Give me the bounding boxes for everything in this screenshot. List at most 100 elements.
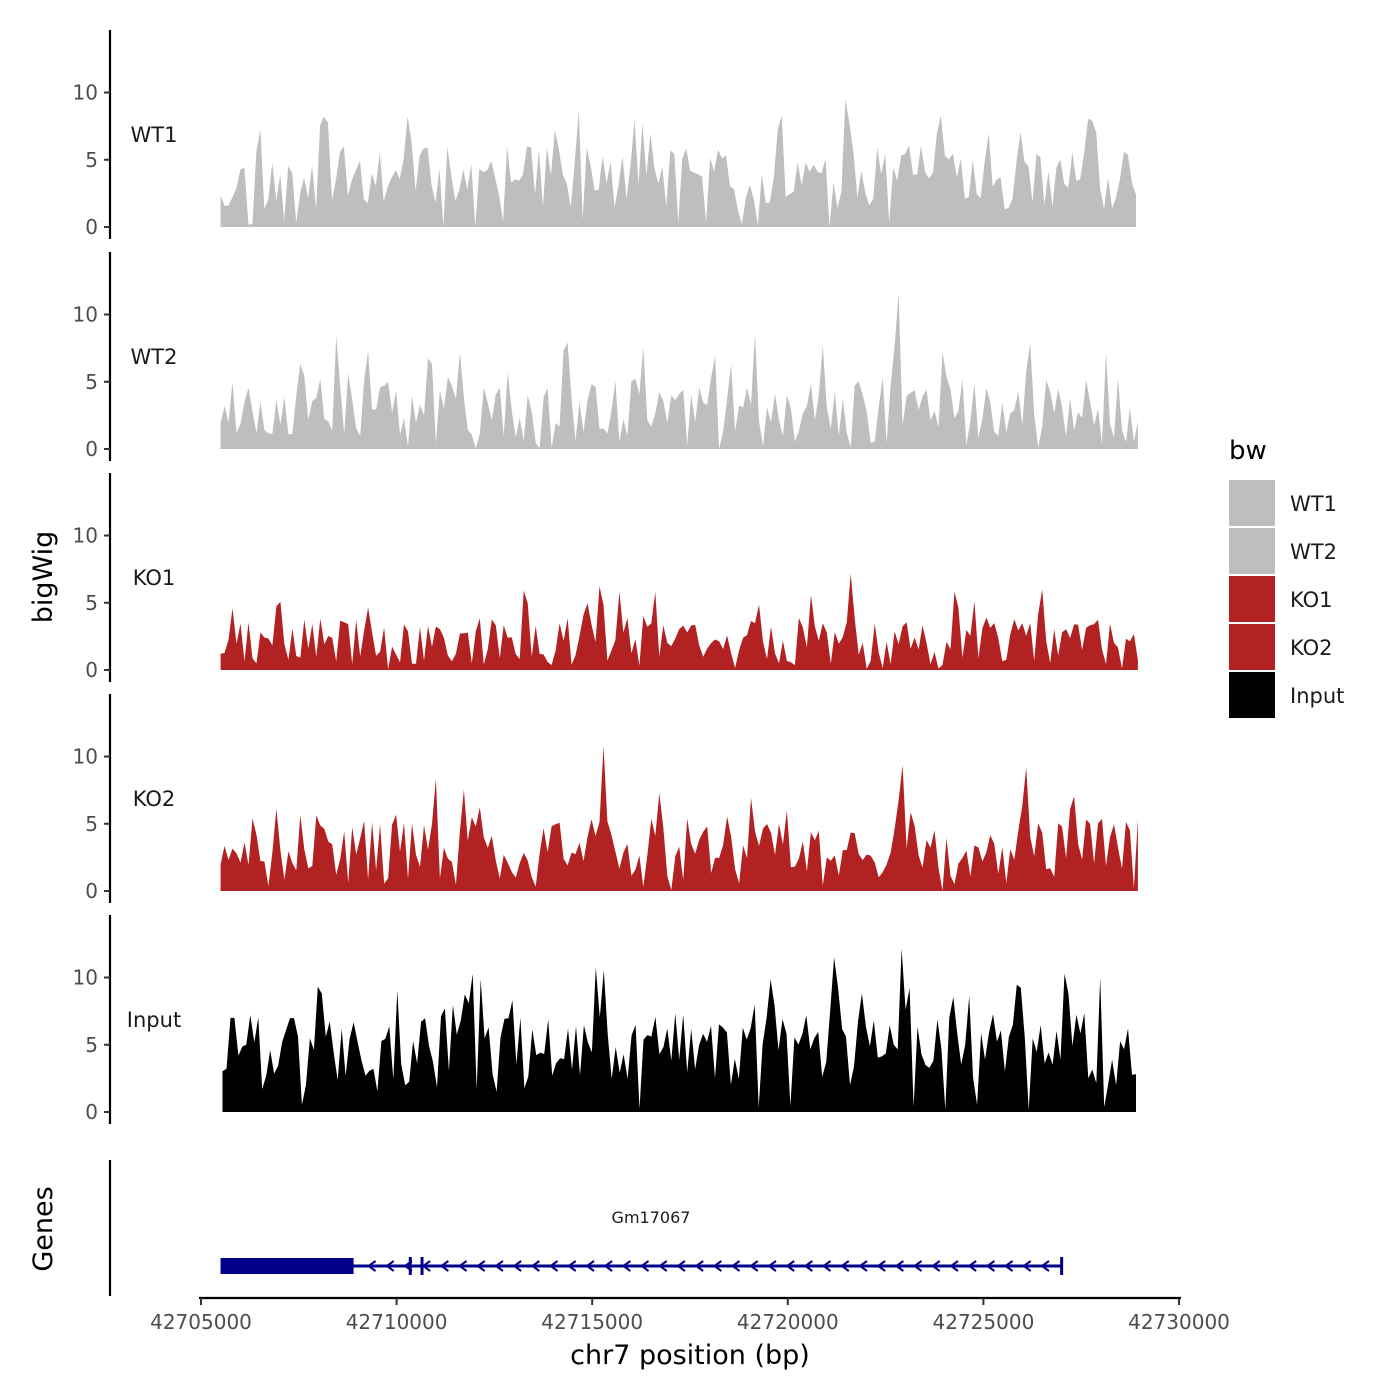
strand-arrow [803,1260,813,1272]
legend-item-wt1: WT1 [1229,480,1337,526]
strand-arrow [949,1260,959,1272]
legend-item-ko1: KO1 [1229,576,1333,622]
track-ko1: 0 5 10 KO1 [73,473,1138,682]
strand-arrow [676,1260,686,1272]
strand-arrow [585,1260,595,1272]
strand-arrow [749,1260,759,1272]
strand-arrow [694,1260,704,1272]
legend-swatch [1229,576,1275,622]
strand-arrow [912,1260,923,1272]
legend-label: WT2 [1290,540,1337,564]
track-wt2: 0 5 10 WT2 [73,252,1138,461]
strand-arrow [567,1260,577,1272]
strand-arrow [1022,1260,1032,1272]
track-label: WT1 [131,123,178,147]
y-tick-label: 10 [73,966,98,990]
y-tick-label: 10 [73,303,98,327]
coverage-area-input [222,948,1136,1112]
legend-label: WT1 [1290,492,1337,516]
x-tick-label: 42730000 [1128,1310,1230,1334]
strand-arrow [894,1260,904,1272]
strand-arrow [621,1260,631,1272]
strand-arrow [967,1260,977,1272]
coverage-area-wt2 [220,293,1138,449]
coverage-area-ko2 [220,746,1138,891]
strand-arrow [457,1260,468,1272]
y-tick-label: 5 [85,591,98,615]
legend-item-wt2: WT2 [1229,528,1337,574]
y-tick-label: 0 [85,215,98,239]
coverage-area-ko1 [220,573,1138,670]
x-tick-label: 42710000 [346,1310,448,1334]
strand-arrow [712,1260,722,1272]
track-input: 0 5 10 Input [73,915,1136,1124]
strand-arrow [548,1260,559,1272]
strand-arrow [512,1260,522,1272]
strand-arrow [1003,1260,1014,1272]
strand-arrow [385,1260,395,1272]
y-tick-label: 5 [85,812,98,836]
strand-arrow [639,1260,650,1272]
strand-arrow [439,1260,449,1272]
strand-arrow [821,1260,832,1272]
strand-arrow [366,1260,377,1272]
y-tick-label: 10 [73,745,98,769]
gene-strand-arrows [366,1260,1050,1272]
y-tick-label: 0 [85,437,98,461]
x-ticks: 42705000 42710000 42715000 42720000 42725000… [150,1298,1230,1334]
legend-swatch [1229,624,1275,670]
y-tick-label: 0 [85,879,98,903]
y-tick-label: 10 [73,524,98,548]
y-tick-label: 0 [85,1100,98,1124]
strand-arrow [603,1260,613,1272]
strand-arrow [1040,1260,1050,1272]
y-tick-label: 10 [73,81,98,105]
y-axis-title: bigWig [28,531,59,624]
strand-arrow [658,1260,668,1272]
legend-item-input: Input [1229,672,1344,718]
track-label: Input [127,1008,181,1032]
track-panels: 0 5 10 WT1 0 5 10 WT2 0 5 10 KO1 0 5 10 KO2 0 5 10 Input [73,30,1138,1124]
legend: bw WT1 WT2 KO1 KO2 Input [1229,436,1344,718]
genes-axis-title: Genes [28,1186,59,1271]
legend-title: bw [1229,436,1267,466]
y-tick-label: 5 [85,1033,98,1057]
x-axis: 42705000 42710000 42715000 42720000 42725000… [150,1296,1230,1334]
track-label: KO1 [133,566,176,590]
x-tick-label: 42705000 [150,1310,252,1334]
legend-swatch [1229,480,1275,526]
y-tick-label: 5 [85,148,98,172]
strand-arrow [767,1260,777,1272]
gene-label: Gm17067 [612,1208,691,1227]
x-tick-label: 42725000 [933,1310,1035,1334]
track-ko2: 0 5 10 KO2 [73,694,1138,903]
strand-arrow [840,1260,850,1272]
legend-label: Input [1290,684,1344,708]
strand-arrow [876,1260,886,1272]
legend-item-ko2: KO2 [1229,624,1333,670]
strand-arrow [858,1260,868,1272]
y-tick-label: 0 [85,658,98,682]
strand-arrow [494,1260,504,1272]
gene-coding-block [220,1258,354,1274]
genes-panel: Gm17067 [108,1160,1064,1296]
strand-arrow [476,1260,486,1272]
y-tick-label: 5 [85,370,98,394]
legend-label: KO1 [1290,588,1333,612]
track-label: KO2 [133,787,176,811]
strand-arrow [730,1260,741,1272]
strand-arrow [931,1260,941,1272]
strand-arrow [530,1260,540,1272]
track-label: WT2 [131,345,178,369]
coverage-area-wt1 [220,99,1137,227]
gene-exon-marks [408,1257,1064,1275]
x-axis-title: chr7 position (bp) [570,1340,810,1371]
legend-label: KO2 [1290,636,1333,660]
legend-swatch [1229,528,1275,574]
strand-arrow [785,1260,795,1272]
x-tick-label: 42715000 [541,1310,643,1334]
legend-swatch [1229,672,1275,718]
x-tick-label: 42720000 [737,1310,839,1334]
strand-arrow [985,1260,995,1272]
